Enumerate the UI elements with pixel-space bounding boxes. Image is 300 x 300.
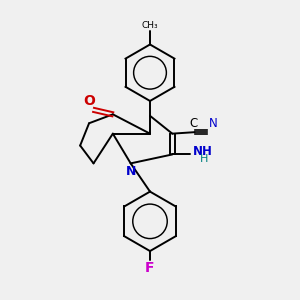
- Text: N: N: [125, 165, 136, 178]
- Text: N: N: [208, 117, 217, 130]
- Text: F: F: [145, 262, 155, 275]
- Text: C: C: [190, 117, 198, 130]
- Text: H: H: [200, 154, 208, 164]
- Text: NH: NH: [193, 145, 213, 158]
- Text: O: O: [83, 94, 95, 108]
- Text: CH₃: CH₃: [142, 21, 158, 30]
